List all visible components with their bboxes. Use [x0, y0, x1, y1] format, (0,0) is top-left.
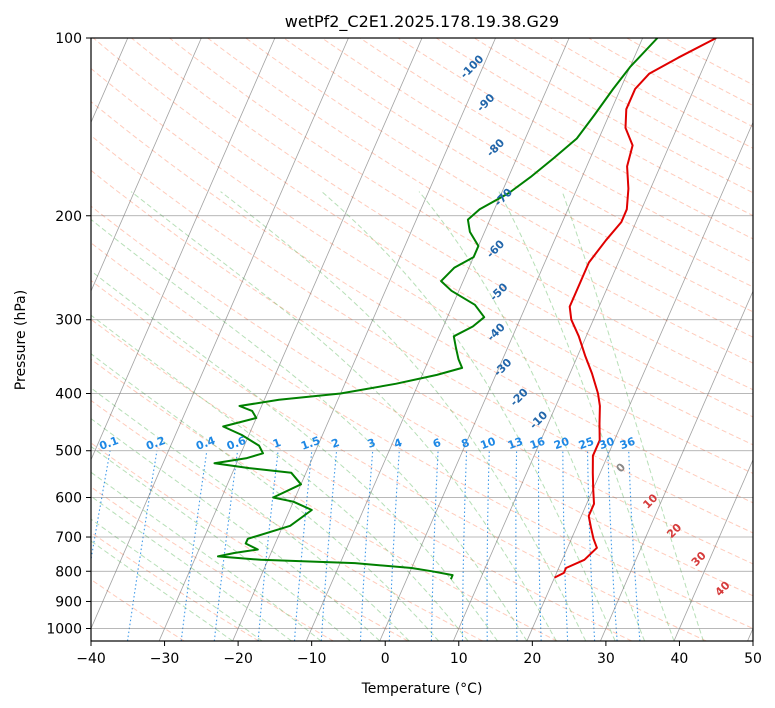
moist-adiabat — [91, 518, 263, 641]
dry-adiabat — [91, 242, 753, 630]
x-tick-label: −20 — [223, 651, 253, 667]
moist-adiabat — [91, 270, 498, 641]
isotherm — [158, 38, 423, 641]
x-tick-label: −40 — [76, 651, 106, 667]
moist-adiabat — [321, 191, 616, 641]
dry-adiabat — [92, 38, 753, 446]
mixing-ratio-label: 30 — [597, 435, 616, 453]
dry-adiabat — [207, 38, 753, 364]
moist-adiabat — [91, 540, 233, 641]
x-tick-label: −10 — [297, 651, 327, 667]
x-tick-label: −30 — [150, 651, 180, 667]
moist-adiabat — [498, 191, 675, 641]
mixing-ratio-label: 1.5 — [299, 434, 322, 453]
y-tick-label: 600 — [55, 490, 82, 506]
y-axis-title: Pressure (hPa) — [13, 290, 29, 390]
isotherm — [673, 458, 753, 641]
mixing-ratio-label: 3 — [366, 436, 378, 451]
x-axis: −40 −30 −20 −10 0 10 20 30 40 50 — [76, 641, 762, 667]
y-axis: 100 200 300 400 500 600 700 800 900 1000 — [46, 31, 91, 637]
dry-adiabat — [91, 279, 707, 641]
dry-adiabat — [131, 38, 753, 418]
mixing-ratio-label: 2 — [330, 436, 342, 451]
dry-adiabat — [91, 169, 753, 565]
mixing-ratio-label: 0.6 — [225, 434, 248, 453]
moist-adiabat — [91, 218, 528, 641]
mixing-ratio-label: 6 — [431, 436, 443, 451]
mixing-ratio-label: 16 — [528, 435, 547, 453]
dry-adiabat — [91, 67, 753, 475]
moist-adiabat — [418, 191, 646, 641]
dry-adiabat — [321, 38, 753, 288]
dry-adiabat — [91, 486, 334, 641]
y-tick-label: 200 — [55, 209, 82, 225]
mixing-ratio-label: 1 — [271, 436, 283, 451]
mixing-ratio-label: 20 — [552, 435, 571, 453]
temperature-line — [554, 38, 717, 579]
dry-adiabat — [91, 442, 409, 641]
isotherm — [452, 38, 717, 641]
x-tick-label: 0 — [381, 651, 390, 667]
x-tick-label: 50 — [744, 651, 762, 667]
mixing-ratio-line — [180, 450, 208, 641]
isotherm — [91, 38, 202, 293]
dry-adiabat — [474, 38, 753, 194]
moist-adiabat — [130, 191, 557, 641]
dry-adiabat — [91, 531, 260, 641]
mixing-ratio-label: 25 — [577, 435, 596, 452]
y-tick-label: 300 — [55, 313, 82, 329]
moist-adiabat — [561, 191, 704, 641]
mixing-ratio-label: 10 — [479, 435, 498, 453]
y-tick-label: 500 — [55, 444, 82, 460]
dry-adiabat — [91, 205, 753, 597]
mixing-ratio-label: 36 — [618, 435, 637, 453]
isotherm — [91, 38, 276, 461]
chart-title: wetPf2_C2E1.2025.178.19.38.G29 — [285, 12, 559, 32]
dry-adiabat — [91, 101, 753, 504]
moist-adiabat — [91, 445, 351, 641]
isotherm — [526, 121, 753, 641]
x-axis-title: Temperature (°C) — [361, 681, 483, 697]
mixing-ratio-label: 8 — [460, 436, 472, 451]
y-tick-label: 900 — [55, 594, 82, 610]
isotherm — [379, 38, 644, 641]
mixing-ratio-line — [91, 450, 111, 563]
dewpoint-line — [213, 38, 659, 580]
plot-frame — [90, 37, 754, 642]
x-tick-label: 10 — [450, 651, 468, 667]
dry-adiabat — [435, 38, 753, 217]
x-tick-label: 30 — [597, 651, 615, 667]
background-lines — [91, 38, 753, 641]
y-tick-label: 800 — [55, 564, 82, 580]
y-tick-label: 1000 — [46, 621, 82, 637]
isotherm — [91, 38, 349, 630]
x-tick-label: 40 — [671, 651, 689, 667]
isotherm — [600, 290, 753, 641]
moist-adiabat — [91, 495, 292, 641]
profiles — [213, 38, 717, 580]
y-tick-label: 700 — [55, 530, 82, 546]
dry-adiabat — [245, 38, 753, 338]
isotherm — [232, 38, 496, 641]
dry-adiabat — [512, 38, 753, 171]
x-tick-label: 20 — [523, 651, 541, 667]
y-tick-label: 100 — [55, 31, 82, 47]
mixing-ratio-line — [213, 450, 239, 641]
dry-adiabat — [359, 38, 753, 264]
mixing-ratio-label: 0.1 — [98, 434, 121, 453]
moist-adiabat — [91, 387, 410, 641]
isotherm — [305, 38, 570, 641]
y-tick-label: 400 — [55, 387, 82, 403]
mixing-ratio-label: 13 — [506, 435, 525, 452]
mixing-ratio-label: 4 — [392, 436, 404, 451]
moist-adiabat — [91, 314, 469, 641]
mixing-ratio-label: 0.2 — [144, 434, 167, 453]
mixing-ratio-label: 0.4 — [194, 434, 217, 453]
moist-adiabat — [91, 418, 381, 641]
